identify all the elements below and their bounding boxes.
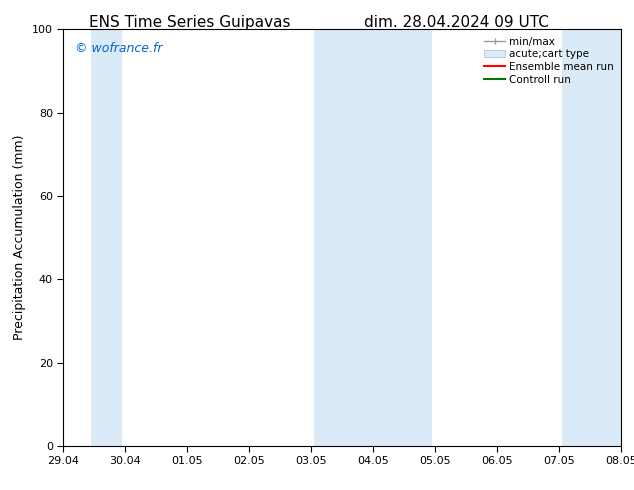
Bar — [562, 29, 634, 446]
Bar — [91, 29, 122, 446]
Text: dim. 28.04.2024 09 UTC: dim. 28.04.2024 09 UTC — [364, 15, 549, 30]
Text: ENS Time Series Guipavas: ENS Time Series Guipavas — [89, 15, 291, 30]
Y-axis label: Precipitation Accumulation (mm): Precipitation Accumulation (mm) — [13, 135, 27, 341]
Bar — [314, 29, 432, 446]
Text: © wofrance.fr: © wofrance.fr — [75, 42, 162, 55]
Legend: min/max, acute;cart type, Ensemble mean run, Controll run: min/max, acute;cart type, Ensemble mean … — [482, 35, 616, 87]
